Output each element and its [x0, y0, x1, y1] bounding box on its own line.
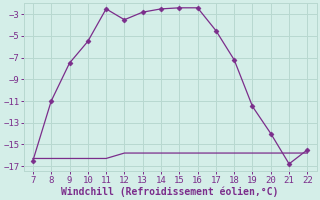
- X-axis label: Windchill (Refroidissement éolien,°C): Windchill (Refroidissement éolien,°C): [61, 186, 279, 197]
